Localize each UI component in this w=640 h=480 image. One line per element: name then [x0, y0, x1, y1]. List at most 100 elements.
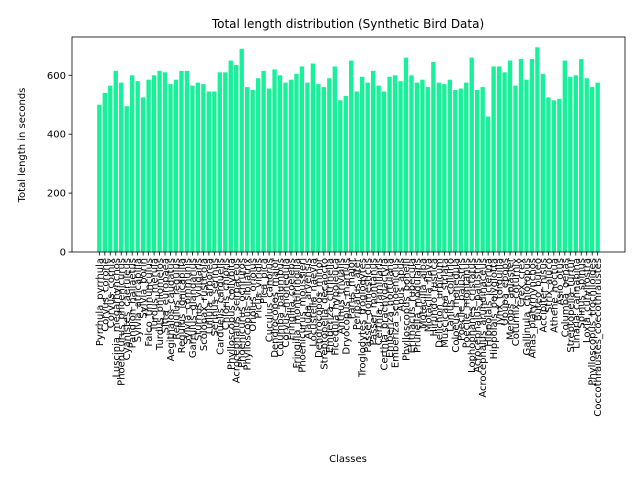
x-tick-label: Oriolus_oriolus — [248, 258, 259, 332]
bar — [485, 116, 491, 253]
x-tick-label: Chloris_chloris — [221, 258, 232, 330]
bar — [529, 59, 535, 252]
bar — [425, 87, 431, 252]
bar — [595, 82, 600, 252]
x-tick-label: Asio_otus — [555, 258, 566, 306]
bar — [212, 91, 217, 252]
bar — [447, 79, 453, 253]
bar — [316, 84, 321, 252]
x-tick-label: Passer_montanus — [369, 258, 380, 346]
bar — [321, 87, 327, 252]
y-axis-label: Total length in seconds — [17, 88, 28, 204]
x-tick-label: Dryocopus_martius — [341, 258, 352, 355]
bar — [294, 73, 299, 253]
x-tick-label: Prunella_modularis — [412, 258, 423, 353]
bar — [108, 85, 113, 253]
bar — [518, 59, 524, 252]
bar — [343, 95, 348, 252]
x-tick-label: Anthus_trivialis — [336, 258, 347, 334]
x-tick-label: Jynx_torquilla — [495, 258, 506, 326]
x-tick-label: Loxia_curvirostra — [582, 258, 593, 343]
x-tick-label: Dendrocopos_major — [270, 257, 281, 358]
bar — [370, 70, 376, 252]
x-tick-label: Delichon_urbicum — [434, 258, 445, 348]
bar — [140, 97, 146, 252]
bar — [162, 72, 168, 252]
bar — [272, 69, 277, 252]
x-tick-label: Phylloscopus_sibilatrix — [243, 258, 254, 371]
bar — [173, 79, 179, 253]
x-tick-label: Regulus_regulus — [171, 258, 182, 340]
x-tick-label: Poecile_palustris — [456, 258, 467, 341]
bar — [179, 70, 184, 252]
x-tick-label: Pandion_haliaetus — [128, 258, 139, 348]
x-tick-label: Phylloscopus_trochiloides — [588, 258, 599, 386]
bar — [201, 84, 206, 252]
bar — [349, 60, 354, 252]
bar — [217, 72, 222, 252]
x-tick-label: Sylvia_atricapilla — [133, 258, 144, 342]
bar — [568, 76, 573, 252]
bar — [102, 92, 107, 253]
x-tick-label: Athene_noctua — [549, 258, 560, 333]
x-tick-label: Hippolais_icterina — [484, 258, 495, 347]
bar — [403, 57, 409, 252]
bar — [338, 100, 343, 252]
x-tick-label: Coloeus_monedula — [451, 258, 462, 353]
x-tick-label: Accipiter_nisus — [538, 258, 549, 333]
bar — [327, 78, 332, 252]
bar — [157, 70, 162, 252]
bar — [573, 75, 578, 252]
x-tick-label: Crex_crex — [517, 258, 528, 307]
bar — [469, 57, 474, 252]
bar — [584, 78, 589, 252]
bar — [261, 70, 266, 252]
x-tick-label: Certhia_familiaris — [374, 258, 385, 345]
x-tick-label: Cyanistes_caeruleus — [122, 258, 133, 360]
bar — [184, 70, 190, 252]
x-tick-label: Hippolais_polyglotta — [489, 258, 500, 359]
bar — [475, 90, 480, 252]
bar — [305, 82, 310, 252]
x-tick-label: Motacilla_alba — [418, 258, 429, 329]
plot-frame — [71, 36, 626, 253]
x-tick-label: Dendrocopos_minor — [314, 257, 325, 358]
bar — [360, 76, 365, 252]
bar — [190, 85, 195, 253]
bar — [420, 79, 425, 253]
bar — [376, 85, 381, 253]
x-tick-label: Turdus_philomelos — [155, 258, 166, 351]
bar — [234, 64, 239, 252]
x-tick-label: Periparus_ater — [352, 257, 363, 330]
x-tick-label: Fringilla_coelebs — [286, 258, 297, 340]
x-tick-label: Coccothraustes_coccothraustes — [593, 258, 604, 417]
y-tick-label: 0 — [60, 248, 66, 259]
x-tick-label: Lophophanes_cristatus — [467, 258, 478, 373]
y-tick-label: 400 — [47, 130, 66, 141]
x-tick-label: Merops_apiaster — [506, 257, 517, 340]
x-tick-label: Pica_pica — [259, 258, 270, 304]
x-tick-label: Linaria_cannabina — [571, 258, 582, 349]
x-tick-label: Apus_apus — [396, 258, 407, 312]
bar — [135, 81, 140, 252]
bar — [283, 82, 288, 252]
bar — [250, 90, 255, 252]
bar — [398, 81, 403, 252]
x-tick-label: Buteo_buteo — [533, 258, 544, 321]
x-tick-label: Hirundo_rustica — [429, 258, 440, 337]
bar — [579, 59, 584, 252]
x-tick-label: Scolopax_rusticola — [199, 258, 210, 351]
x-tick-label: Acrocephalus_arundinaceus — [478, 258, 489, 398]
bar — [562, 60, 568, 252]
bar — [223, 72, 228, 252]
x-tick-label: Columba_palumbus — [276, 258, 287, 357]
x-tick-label: Locustella_naevia — [308, 258, 319, 347]
bar — [464, 82, 469, 252]
bar — [239, 48, 244, 252]
bar — [277, 75, 283, 252]
bar — [113, 70, 118, 252]
bar — [332, 66, 337, 252]
x-tick-label: Lanius_collurio — [445, 258, 456, 332]
bar — [496, 66, 502, 252]
x-tick-label: Emberiza_citrinella — [325, 258, 336, 353]
